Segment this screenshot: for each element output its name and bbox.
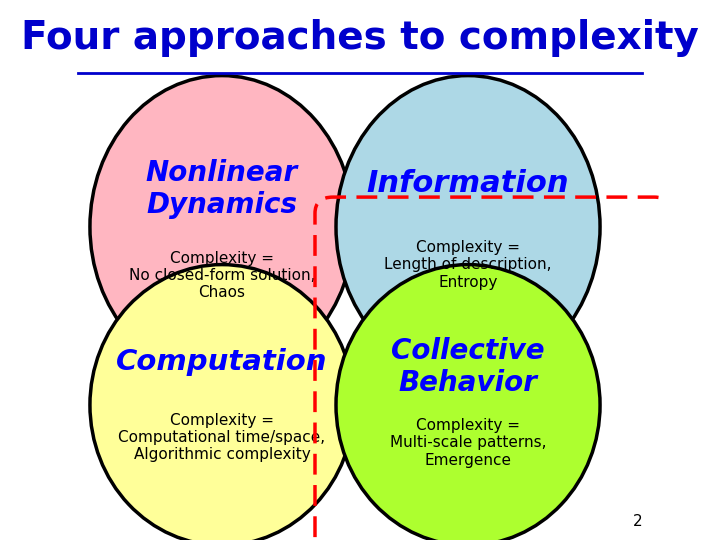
Text: Collective
Behavior: Collective Behavior [391, 337, 545, 397]
Ellipse shape [336, 76, 600, 378]
Ellipse shape [90, 265, 354, 540]
Text: Nonlinear
Dynamics: Nonlinear Dynamics [146, 159, 298, 219]
Ellipse shape [90, 76, 354, 378]
Text: Four approaches to complexity: Four approaches to complexity [21, 19, 699, 57]
Text: Complexity =
Multi-scale patterns,
Emergence: Complexity = Multi-scale patterns, Emerg… [390, 418, 546, 468]
Ellipse shape [336, 265, 600, 540]
Text: Information: Information [366, 169, 570, 198]
Text: Complexity =
Length of description,
Entropy: Complexity = Length of description, Entr… [384, 240, 552, 289]
Text: Complexity =
No closed-form solution,
Chaos: Complexity = No closed-form solution, Ch… [129, 251, 315, 300]
Text: Computation: Computation [116, 348, 328, 376]
Text: 2: 2 [632, 514, 642, 529]
Text: Complexity =
Computational time/space,
Algorithmic complexity: Complexity = Computational time/space, A… [118, 413, 325, 462]
